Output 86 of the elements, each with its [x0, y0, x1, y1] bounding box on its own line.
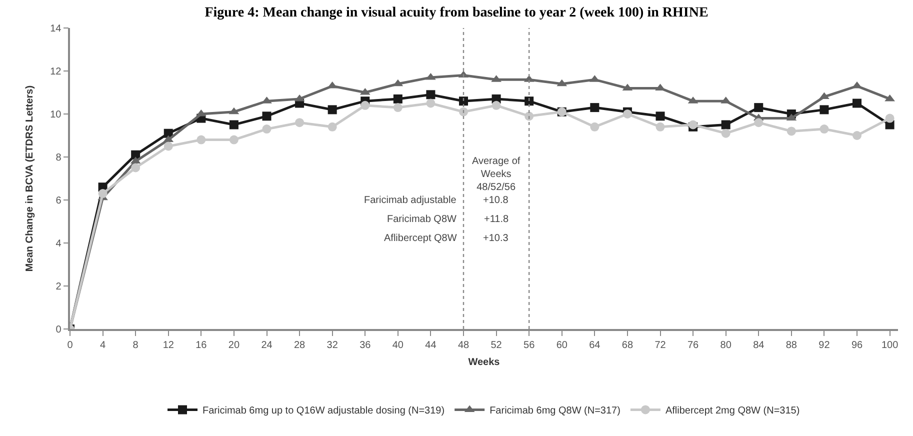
point [295, 118, 304, 128]
point [459, 107, 468, 116]
x-tick-label: 12 [162, 340, 174, 351]
x-tick-label: 88 [786, 340, 798, 351]
point [622, 110, 632, 118]
x-tick-label: 8 [132, 340, 139, 351]
point [426, 90, 436, 100]
point [492, 100, 501, 110]
x-tick-label: 32 [326, 340, 338, 351]
x-tick-label: 48 [458, 340, 470, 351]
point [820, 124, 829, 134]
point [262, 112, 272, 121]
y-tick-label: 10 [50, 110, 62, 120]
point [721, 120, 730, 130]
point [426, 98, 436, 108]
x-axis-title: Weeks [468, 356, 500, 368]
x-tick-label: 28 [294, 340, 306, 351]
x-tick-label: 20 [228, 340, 240, 351]
legend-label: Aflibercept 2mg Q8W (N=315) [665, 406, 800, 417]
y-tick-label: 4 [56, 238, 62, 250]
y-tick-label: 6 [56, 196, 62, 206]
y-tick-label: 8 [56, 152, 62, 164]
legend-label: Faricimab 6mg Q8W (N=317) [490, 406, 620, 417]
point [328, 105, 337, 114]
point [884, 94, 895, 102]
point [754, 118, 764, 128]
point [819, 92, 830, 100]
annotation: +11.8 [484, 214, 509, 225]
point [229, 120, 238, 130]
x-tick-label: 0 [67, 340, 74, 351]
y-tick-label: 12 [50, 66, 62, 78]
point [721, 128, 730, 138]
point [459, 96, 468, 106]
point [852, 131, 862, 140]
annotation: Aflibercept Q8W [384, 233, 458, 244]
x-tick-label: 96 [851, 340, 864, 351]
point [328, 122, 337, 132]
x-tick-label: 84 [753, 340, 765, 351]
point [262, 124, 272, 134]
point [786, 126, 796, 136]
y-axis-title: Mean Change in BCVA (ETDRS Letters) [24, 85, 36, 272]
x-tick-label: 72 [654, 340, 666, 351]
x-tick-label: 64 [589, 340, 601, 351]
point [196, 135, 206, 144]
y-tick-label: 0 [56, 324, 62, 336]
point [656, 122, 665, 132]
x-tick-label: 60 [556, 340, 568, 351]
annotation: Faricimab adjustable [364, 195, 457, 206]
point [852, 98, 862, 108]
point [885, 114, 894, 123]
x-tick-label: 40 [392, 340, 404, 351]
point [590, 103, 600, 112]
legend-label: Faricimab 6mg up to Q16W adjustable dosing (N=319) [202, 406, 445, 417]
point [360, 100, 370, 110]
annotation: Faricimab Q8W [387, 214, 458, 225]
x-tick-label: 16 [196, 340, 208, 351]
y-tick-label: 2 [56, 282, 62, 292]
point [426, 72, 436, 80]
x-tick-label: 80 [720, 340, 732, 351]
chart-title: Figure 4: Mean change in visual acuity from baseline to year 2 (week 100) in RHINE [204, 5, 708, 20]
x-tick-label: 52 [490, 340, 502, 351]
annotation: +10.8 [483, 195, 509, 206]
point [393, 94, 402, 104]
annotation: Average of Weeks 48/52/56 [472, 156, 520, 193]
x-tick-label: 36 [360, 340, 372, 351]
point [524, 112, 534, 121]
point [656, 112, 665, 121]
x-tick-label: 92 [818, 340, 830, 351]
x-tick-label: 100 [881, 340, 899, 351]
point [590, 122, 600, 132]
x-tick-label: 56 [524, 340, 536, 351]
point [524, 96, 534, 106]
point [754, 103, 764, 112]
point [820, 105, 829, 114]
point [98, 189, 108, 198]
point [164, 142, 173, 151]
x-tick-label: 24 [261, 340, 273, 351]
x-tick-label: 68 [622, 340, 634, 351]
x-tick-label: 4 [100, 340, 106, 351]
point [393, 103, 402, 112]
x-tick-label: 76 [687, 340, 700, 351]
y-tick-label: 14 [50, 24, 62, 34]
point [229, 135, 238, 144]
x-tick-label: 44 [425, 340, 437, 351]
annotation: +10.3 [483, 233, 509, 244]
point [131, 163, 140, 172]
